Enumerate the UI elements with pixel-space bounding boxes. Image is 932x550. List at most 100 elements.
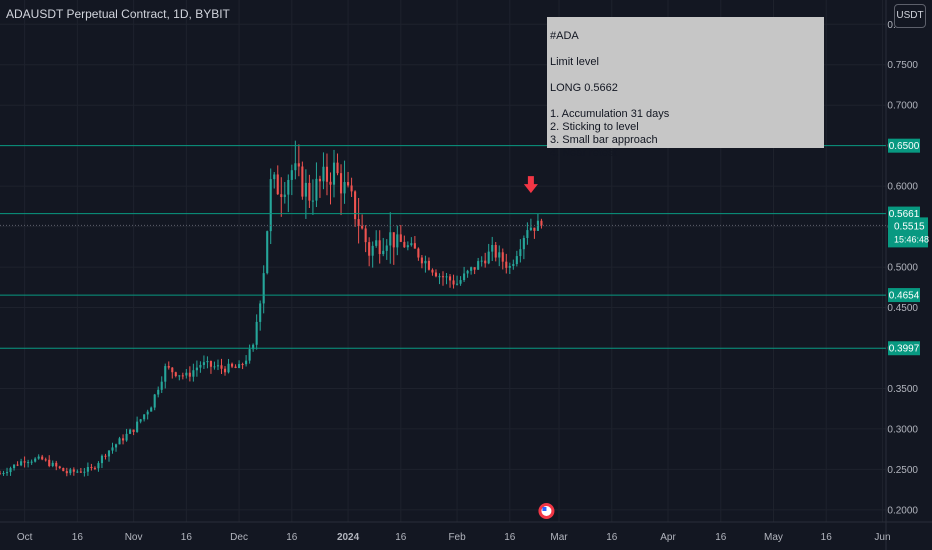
candle-body (329, 181, 332, 185)
candle-body (37, 456, 40, 459)
candle-body (280, 194, 283, 197)
candle-body (290, 170, 293, 180)
candle-body (441, 276, 445, 278)
x-tick-label: 2024 (337, 532, 360, 543)
candle-body (287, 179, 290, 195)
candle-body (153, 394, 156, 408)
candle-body (230, 363, 234, 367)
candle-body (157, 389, 160, 395)
candle-body (385, 245, 388, 251)
candle-body (427, 260, 430, 270)
candle-body (13, 464, 16, 469)
candle-body (48, 459, 51, 467)
x-tick-label: Apr (660, 532, 676, 543)
candle-body (65, 471, 68, 474)
level-label: 0.4654 (889, 291, 920, 302)
candle-body (234, 366, 237, 368)
candle-body (498, 252, 501, 258)
level-label: 0.3997 (889, 344, 920, 355)
candle-body (245, 360, 248, 365)
candle-body (463, 273, 466, 281)
candle-body (382, 250, 385, 255)
candle-body (311, 200, 314, 202)
note-point: 3. Small bar approach (550, 134, 658, 146)
x-tick-label: 16 (821, 532, 833, 543)
candle-body (188, 372, 191, 377)
candle-body (213, 366, 216, 368)
candle-body (276, 174, 279, 195)
candle-body (20, 461, 23, 466)
candle-body (248, 349, 251, 361)
candle-body (72, 469, 75, 472)
candle-body (143, 414, 146, 420)
candle-body (2, 473, 5, 475)
level-label-bg (888, 206, 920, 221)
x-tick-label: 16 (504, 532, 516, 543)
candle-body (347, 182, 350, 186)
candle-body (438, 276, 441, 278)
candle-body (308, 182, 311, 201)
x-tick-label: Mar (550, 532, 568, 543)
candle-body (403, 241, 406, 248)
y-tick-label: 0.2500 (887, 465, 918, 476)
candle-body (484, 260, 487, 264)
level-label-bg (888, 341, 920, 356)
candle-body (5, 472, 9, 474)
candle-body (199, 364, 202, 368)
candle-body (522, 238, 525, 250)
candle-body (315, 178, 318, 201)
level-label-bg (888, 288, 920, 303)
candle-body (473, 267, 476, 270)
x-tick-label: Jun (874, 532, 890, 543)
current-price-label: 0.5515 (894, 221, 925, 232)
candle-body (283, 194, 286, 197)
candle-body (9, 468, 12, 473)
y-tick-label: 0.3500 (887, 384, 918, 395)
candle-body (122, 438, 125, 441)
candle-body (132, 429, 135, 432)
candle-body (396, 234, 399, 248)
candle-body (192, 370, 195, 377)
candle-body (466, 270, 469, 274)
candle-body (339, 173, 343, 194)
candle-body (343, 182, 346, 194)
candle-body (431, 269, 434, 273)
candle-body (195, 367, 198, 371)
countdown-label: 15:46:48 (894, 234, 929, 244)
candle-body (501, 252, 504, 262)
x-tick-label: Feb (448, 532, 466, 543)
candle-body (399, 234, 402, 242)
candle-body (318, 178, 321, 182)
candle-body (125, 433, 128, 441)
candle-body (420, 257, 423, 264)
note-box: #ADA Limit level LONG 0.5662 1. Accumula… (547, 17, 824, 159)
candle-body (336, 162, 339, 174)
candle-body (477, 261, 480, 270)
candle-body (164, 366, 167, 382)
candle-body (97, 463, 100, 469)
candle-body (434, 272, 438, 277)
candle-body (223, 368, 227, 373)
candle-body (392, 232, 395, 248)
level-label: 0.5661 (889, 209, 920, 220)
candle-body (375, 240, 378, 246)
down-arrow-icon (523, 176, 538, 194)
candle-body (216, 365, 220, 367)
candle-body (111, 447, 114, 451)
candle-body (361, 225, 364, 229)
candle-body (202, 362, 205, 365)
candle-body (505, 261, 508, 268)
candle-body (174, 372, 177, 377)
candle-body (181, 375, 184, 377)
candle-body (259, 303, 262, 322)
y-tick-label: 0.4500 (887, 303, 918, 314)
candle-body (448, 276, 452, 281)
candle-body (294, 163, 297, 171)
candle-body (368, 242, 371, 256)
candle-body (364, 228, 367, 243)
candle-body (209, 361, 213, 367)
candle-body (371, 245, 374, 256)
candle-body (129, 429, 132, 434)
currency-button[interactable]: USDT (894, 4, 926, 28)
candle-body (470, 267, 473, 271)
